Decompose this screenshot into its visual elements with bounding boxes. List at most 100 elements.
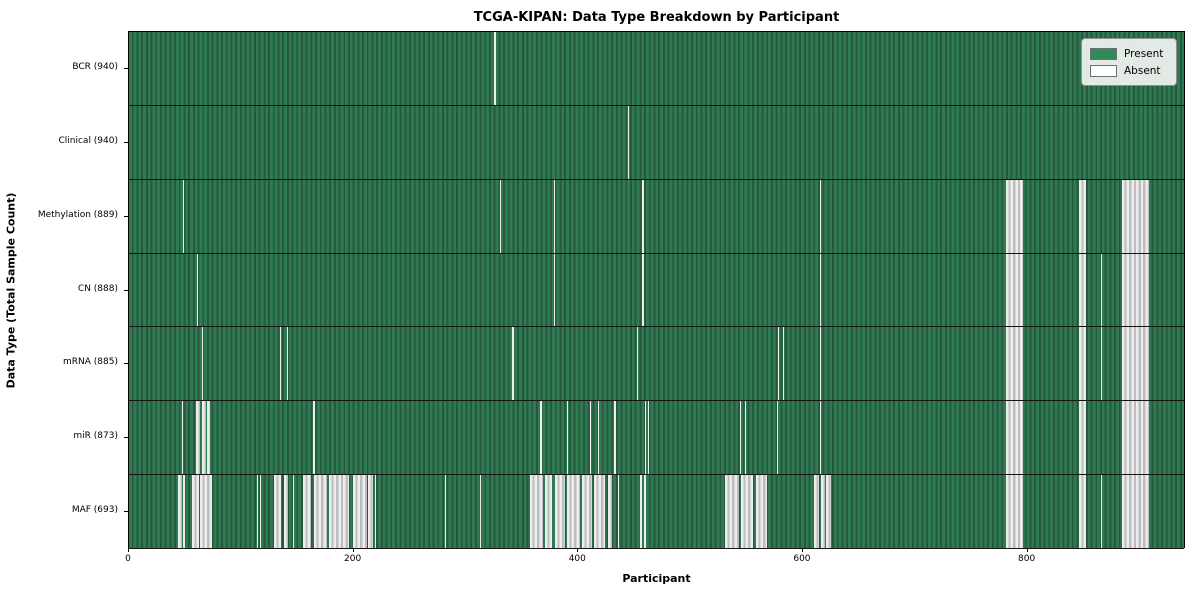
absent-segment — [741, 475, 754, 548]
absent-segment — [1078, 401, 1087, 475]
heatmap-row-clinical — [129, 105, 1184, 180]
absent-segment — [755, 475, 767, 548]
absent-segment — [725, 475, 739, 548]
absent-segment — [778, 327, 780, 401]
absent-swatch-icon — [1090, 64, 1117, 77]
absent-segment — [814, 475, 819, 548]
absent-segment — [819, 327, 821, 401]
absent-segment — [607, 475, 613, 548]
absent-segment — [182, 475, 186, 548]
legend-label-absent: Absent — [1124, 64, 1161, 77]
x-tick-label: 800 — [1018, 554, 1036, 564]
y-tick-label: Clinical (940) — [58, 135, 118, 146]
absent-segment — [617, 475, 619, 548]
absent-segment — [367, 475, 374, 548]
absent-segment — [553, 253, 556, 327]
present-swatch-icon — [1090, 47, 1117, 60]
absent-segment — [567, 401, 569, 475]
absent-segment — [512, 327, 514, 401]
absent-segment — [782, 327, 784, 401]
y-tick-label: CN (888) — [77, 283, 118, 294]
absent-segment — [1005, 475, 1023, 548]
absent-segment — [1101, 475, 1103, 548]
absent-segment — [819, 253, 821, 327]
y-tick-label: miR (873) — [73, 431, 118, 442]
absent-segment — [643, 475, 646, 548]
absent-segment — [642, 179, 644, 253]
absent-segment — [544, 475, 552, 548]
absent-segment — [1005, 179, 1023, 253]
absent-segment — [353, 475, 367, 548]
absent-segment — [740, 401, 742, 475]
absent-segment — [555, 475, 566, 548]
absent-segment — [636, 327, 638, 401]
heatmap-row-mrna — [129, 327, 1184, 402]
y-tick-mark — [124, 437, 128, 439]
absent-segment — [191, 475, 199, 548]
absent-segment — [640, 475, 643, 548]
absent-segment — [328, 475, 349, 548]
y-tick-label: Methylation (889) — [37, 209, 118, 220]
absent-segment — [567, 475, 580, 548]
absent-segment — [1078, 475, 1087, 548]
absent-segment — [201, 327, 203, 401]
absent-segment — [207, 401, 210, 475]
absent-segment — [597, 401, 599, 475]
absent-segment — [199, 475, 212, 548]
heatmap-row-bcr — [129, 32, 1184, 106]
absent-segment — [302, 475, 311, 548]
absent-segment — [280, 327, 282, 401]
x-tick-mark — [1026, 548, 1028, 552]
absent-segment — [313, 475, 328, 548]
legend-label-present: Present — [1124, 47, 1164, 60]
absent-segment — [1122, 253, 1150, 327]
heatmap-row-mir — [129, 401, 1184, 476]
absent-segment — [540, 401, 542, 475]
legend: Present Absent — [1081, 38, 1177, 86]
y-tick-mark — [124, 67, 128, 69]
absent-segment — [181, 401, 183, 475]
absent-segment — [260, 475, 262, 548]
absent-segment — [1005, 253, 1023, 327]
absent-segment — [581, 475, 593, 548]
absent-segment — [644, 401, 646, 475]
absent-segment — [530, 475, 543, 548]
x-tick-mark — [801, 548, 803, 552]
y-tick-mark — [124, 141, 128, 143]
x-tick-label: 600 — [793, 554, 811, 564]
absent-segment — [374, 475, 376, 548]
absent-segment — [1005, 401, 1023, 475]
absent-segment — [201, 401, 207, 475]
absent-segment — [500, 179, 502, 253]
absent-segment — [627, 105, 630, 179]
absent-segment — [1078, 327, 1087, 401]
absent-segment — [292, 475, 294, 548]
legend-item-present: Present — [1090, 45, 1168, 62]
x-tick-label: 0 — [125, 554, 131, 564]
y-tick-mark — [124, 511, 128, 513]
absent-segment — [777, 401, 779, 475]
absent-segment — [182, 179, 184, 253]
absent-segment — [819, 401, 821, 475]
y-tick-label: MAF (693) — [71, 505, 118, 516]
absent-segment — [1005, 327, 1023, 401]
absent-segment — [312, 401, 316, 475]
absent-segment — [178, 475, 182, 548]
x-tick-mark — [128, 548, 129, 552]
absent-segment — [820, 475, 826, 548]
x-tick-label: 200 — [344, 554, 362, 564]
x-tick-mark — [577, 548, 579, 552]
absent-segment — [1078, 253, 1087, 327]
chart-title: TCGA-KIPAN: Data Type Breakdown by Parti… — [473, 10, 840, 25]
absent-segment — [1122, 475, 1150, 548]
y-tick-label: BCR (940) — [72, 61, 118, 72]
absent-segment — [819, 179, 821, 253]
heatmap-row-methylation — [129, 179, 1184, 254]
absent-segment — [1101, 327, 1103, 401]
absent-segment — [1122, 327, 1150, 401]
absent-segment — [1101, 253, 1103, 327]
absent-segment — [1122, 179, 1150, 253]
y-tick-mark — [124, 215, 128, 217]
absent-segment — [642, 253, 644, 327]
absent-segment — [479, 475, 482, 548]
